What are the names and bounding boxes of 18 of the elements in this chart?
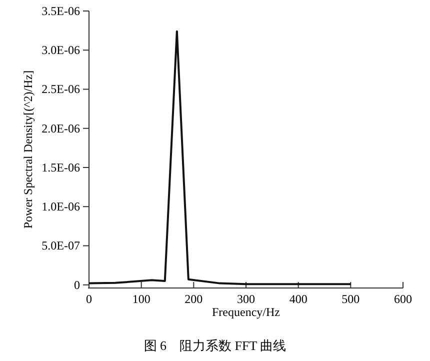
x-tick-label: 600 <box>394 292 412 306</box>
x-tick-label: 200 <box>184 292 203 306</box>
x-tick-label: 100 <box>132 292 150 306</box>
x-tick-label: 300 <box>237 292 255 306</box>
y-tick-label: 3.0E-06 <box>42 43 80 58</box>
y-tick-label: 1.5E-06 <box>42 160 80 174</box>
y-tick-label: 2.5E-06 <box>42 82 80 96</box>
x-tick-label: 0 <box>86 292 92 306</box>
y-axis-title: Power Spectral Density[(^2)/Hz] <box>21 70 35 229</box>
y-tick-label: 5.0E-07 <box>42 238 80 253</box>
caption: 图 6 阻力系数 FFT 曲线 <box>144 338 286 353</box>
y-tick-label: 1.0E-06 <box>42 200 80 214</box>
x-axis-title: Frequency/Hz <box>212 305 280 319</box>
y-tick-label: 2.0E-06 <box>42 121 80 136</box>
y-tick-label: 3.5E-06 <box>42 4 80 18</box>
y-tick-label: 0 <box>74 278 80 292</box>
x-tick-label: 500 <box>342 292 360 306</box>
x-tick-label: 400 <box>289 292 308 306</box>
